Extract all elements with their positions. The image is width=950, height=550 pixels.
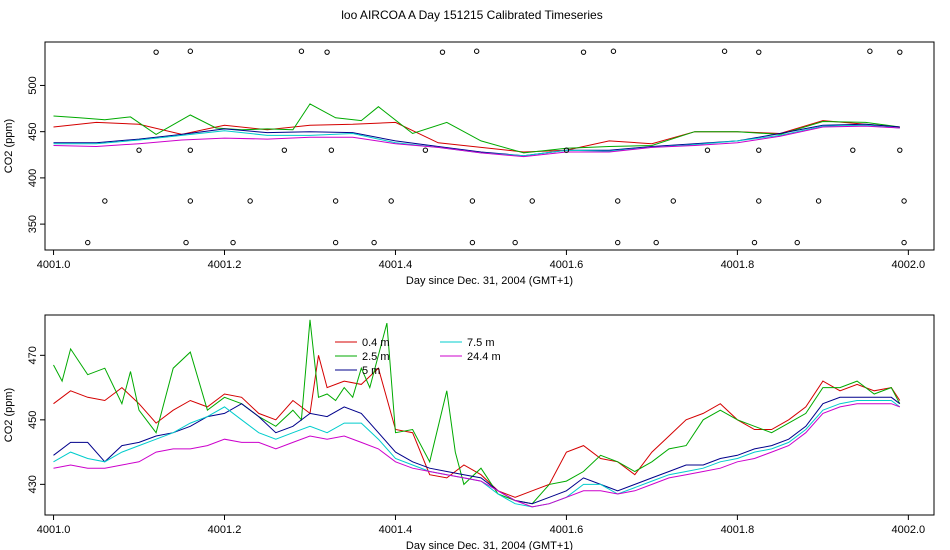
data-point [328,147,335,153]
data-point [756,147,762,153]
data-point [670,198,676,204]
y-tick-label: 400 [27,169,39,187]
series-line-1 [53,103,900,154]
x-tick-label: 4001.8 [721,259,755,271]
data-point [704,147,711,153]
data-point [721,48,728,54]
chart-title: loo AIRCOA A Day 151215 Calibrated Times… [341,8,602,22]
data-point [653,239,659,246]
series-line-2 [53,123,900,157]
series-line-7-5-m [53,400,901,508]
data-point [102,198,108,204]
x-tick-label: 4001.0 [37,259,71,271]
data-point [815,198,822,204]
data-point [473,48,480,54]
data-point [850,147,856,153]
data-point [529,198,535,204]
data-point [610,48,617,54]
data-point [230,239,236,246]
plot-frame [44,41,935,251]
data-point [901,239,907,246]
legend-label: 2.5 m [362,351,390,363]
x-axis-label: Day since Dec. 31, 2004 (GMT+1) [406,540,573,550]
data-point [85,239,91,246]
series-line-24-4-m [53,403,900,508]
data-point [580,49,587,55]
top-panel: 4001.0 4001.2 4001.4 4001.6 4001.8 4002.0 350 4… [3,41,935,287]
data-point [512,239,518,246]
data-point [563,147,570,153]
x-tick-label: 4002.0 [892,259,926,271]
data-point [901,198,907,204]
data-point [756,49,762,55]
data-point [324,49,330,55]
y-tick-label: 450 [27,411,39,429]
data-point [897,147,903,153]
data-point [187,198,194,204]
y-tick-label: 430 [27,475,39,493]
data-point [897,49,903,55]
legend-label: 5 m [362,365,380,377]
series-line-0 [53,120,900,153]
data-point [751,239,758,246]
data-point [615,198,621,204]
legend: 0.4 m 2.5 m 5 m 7.5 m 24.4 m [335,337,501,377]
x-tick-label: 4001.6 [550,524,584,536]
y-axis-label: CO2 (ppm) [3,388,15,442]
series-group [53,319,901,508]
data-point [332,239,339,246]
data-point [794,239,800,246]
data-point [153,49,159,55]
x-tick-label: 4001.4 [379,259,413,271]
plot-frame [44,314,935,516]
data-point [439,49,446,55]
y-tick-label: 350 [27,215,39,233]
data-point [298,48,305,54]
legend-label: 0.4 m [362,337,390,349]
data-point [615,239,621,246]
legend-label: 24.4 m [467,351,501,363]
x-tick-label: 4001.0 [37,524,71,536]
data-point [281,147,288,153]
data-point [183,239,189,246]
data-point [136,147,142,153]
y-tick-label: 500 [27,76,39,94]
series-line-0-4-m [53,355,901,498]
y-tick-label: 450 [27,122,39,140]
x-tick-label: 4001.2 [208,259,242,271]
x-axis-label: Day since Dec. 31, 2004 (GMT+1) [406,275,573,287]
series-line-5-m [53,396,901,505]
y-axis-label: CO2 (ppm) [3,119,15,173]
data-point [756,198,762,204]
data-point [187,147,194,153]
y-tick-label: 470 [27,346,39,364]
x-tick-label: 4002.0 [892,524,926,536]
data-point [469,198,476,204]
x-tick-label: 4001.6 [550,259,584,271]
x-tick-label: 4001.4 [379,524,413,536]
data-point [422,147,429,153]
data-point [388,198,394,204]
legend-label: 7.5 m [467,337,495,349]
data-point [187,48,194,54]
data-point [371,239,377,246]
x-tick-label: 4001.2 [208,524,242,536]
data-point [469,239,476,246]
points-group [85,48,907,246]
series-line-4 [53,125,900,158]
data-point [247,198,253,204]
data-point [332,198,339,204]
series-line-2-5-m [53,319,901,505]
x-tick-label: 4001.8 [721,524,755,536]
bottom-panel: 4001.0 4001.2 4001.4 4001.6 4001.8 4002.0 430 4… [3,314,935,550]
series-group [53,103,900,158]
data-point [867,48,873,54]
